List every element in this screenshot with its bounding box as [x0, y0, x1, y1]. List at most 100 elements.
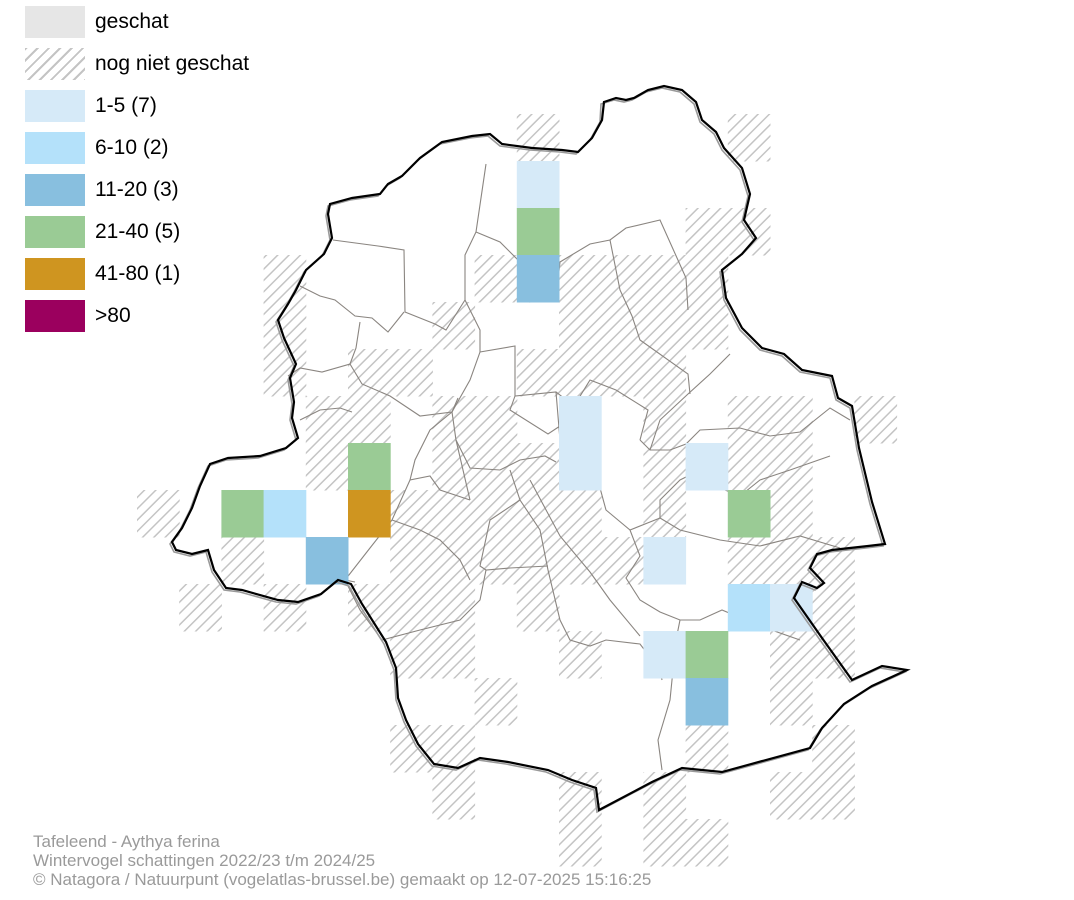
count-grid-cell [516, 208, 560, 256]
unestimated-grid-cell [643, 819, 687, 867]
legend-swatch [25, 258, 85, 290]
legend-label: 1-5 (7) [95, 94, 157, 117]
legend-swatch [25, 132, 85, 164]
unestimated-grid-cell [685, 208, 729, 256]
unestimated-grid-cell [643, 443, 687, 491]
unestimated-grid-cell [812, 772, 855, 820]
unestimated-grid-cell [221, 537, 265, 585]
count-grid-cell [516, 255, 560, 303]
unestimated-grid-cell [727, 114, 771, 162]
unestimated-grid-cell [179, 584, 222, 632]
legend-swatch [25, 216, 85, 248]
unestimated-grid-cell [559, 819, 602, 867]
count-grid-cell [516, 161, 560, 209]
unestimated-grid-cell [559, 255, 602, 303]
legend-label: 11-20 (3) [95, 178, 179, 201]
count-grid-cell [685, 678, 729, 726]
legend-label: 41-80 (1) [95, 262, 181, 285]
unestimated-grid-cell [432, 772, 476, 820]
caption-copyright: © Natagora / Natuurpunt (vogelatlas-brus… [33, 870, 652, 889]
unestimated-grid-cell [305, 396, 349, 444]
unestimated-grid-cell [559, 302, 602, 350]
unestimated-grid-cell [432, 443, 476, 491]
unestimated-grid-cell [770, 631, 813, 679]
count-grid-cell [643, 537, 687, 585]
unestimated-grid-cell [432, 584, 476, 632]
count-grid-cell [685, 631, 729, 679]
legend-swatch [25, 6, 85, 38]
unestimated-grid-cell [263, 349, 307, 397]
legend-swatch [25, 300, 85, 332]
unestimated-grid-cell [474, 255, 518, 303]
unestimated-grid-cell [559, 490, 602, 538]
count-grid-cell [348, 490, 391, 538]
legend-label: geschat [95, 10, 169, 33]
legend-swatch [25, 48, 85, 80]
unestimated-grid-cell [263, 584, 307, 632]
count-grid-cell [770, 584, 813, 632]
count-grid-cell [305, 537, 349, 585]
unestimated-grid-cell [348, 349, 391, 397]
unestimated-grid-cell [516, 584, 560, 632]
unestimated-grid-cell [685, 302, 729, 350]
unestimated-grid-cell [432, 631, 476, 679]
estimated-grid-cells [221, 161, 813, 726]
unestimated-grid-cell [559, 631, 602, 679]
unestimated-grid-cell [390, 537, 433, 585]
unestimated-grid-cell [643, 349, 687, 397]
unestimated-grid-cell [432, 396, 476, 444]
legend-label: nog niet geschat [95, 52, 250, 75]
unestimated-grid-cell [854, 396, 898, 444]
unestimated-grid-cell [474, 537, 518, 585]
count-grid-cell [348, 443, 391, 491]
count-grid-cell [727, 584, 771, 632]
unestimated-grid-cell [516, 114, 560, 162]
unestimated-grid-cell [685, 255, 729, 303]
legend-label: 6-10 (2) [95, 136, 169, 159]
legend-label: 21-40 (5) [95, 220, 181, 243]
unestimated-grid-cell [474, 490, 518, 538]
unestimated-grid-cell [390, 490, 433, 538]
unestimated-grid-cell [601, 349, 644, 397]
unestimated-grid-cell [390, 584, 433, 632]
unestimated-grid-cell [432, 490, 476, 538]
unestimated-grid-cell [812, 584, 855, 632]
unestimated-grid-cell [474, 443, 518, 491]
unestimated-grid-cell [474, 678, 518, 726]
count-grid-cell [263, 490, 307, 538]
unestimated-grid-cell [685, 725, 729, 773]
unestimated-grid-cell [305, 443, 349, 491]
unestimated-grid-cell [770, 490, 813, 538]
unestimated-grid-cell [770, 772, 813, 820]
unestimated-grid-cell [516, 537, 560, 585]
unestimated-grid-cell [390, 631, 433, 679]
count-grid-cell [559, 443, 602, 491]
unestimated-grid-cell [432, 302, 476, 350]
unestimated-grid-cell [137, 490, 180, 538]
unestimated-grid-cell [770, 396, 813, 444]
legend-label: >80 [95, 304, 131, 327]
count-grid-cell [221, 490, 265, 538]
caption-survey-period: Wintervogel schattingen 2022/23 t/m 2024… [33, 851, 376, 870]
unestimated-grid-cell [348, 396, 391, 444]
unestimated-grid-cell [601, 302, 644, 350]
unestimated-grid-cell [643, 255, 687, 303]
unestimated-grid-cell [390, 349, 433, 397]
count-grid-cell [559, 396, 602, 444]
count-grid-cell [685, 443, 729, 491]
caption-species: Tafeleend - Aythya ferina [33, 832, 220, 851]
unestimated-grid-cell [770, 443, 813, 491]
unestimated-grid-cell [727, 443, 771, 491]
unestimated-grid-cell [643, 302, 687, 350]
count-grid-cell [643, 631, 687, 679]
unestimated-grid-cell [516, 349, 560, 397]
legend-swatch [25, 174, 85, 206]
legend-swatch [25, 90, 85, 122]
unestimated-grid-cell [516, 490, 560, 538]
unestimated-grid-cell [727, 396, 771, 444]
unestimated-grid-cell [643, 396, 687, 444]
unestimated-grid-cell [263, 255, 307, 303]
unestimated-grid-cell [685, 819, 729, 867]
count-grid-cell [727, 490, 771, 538]
